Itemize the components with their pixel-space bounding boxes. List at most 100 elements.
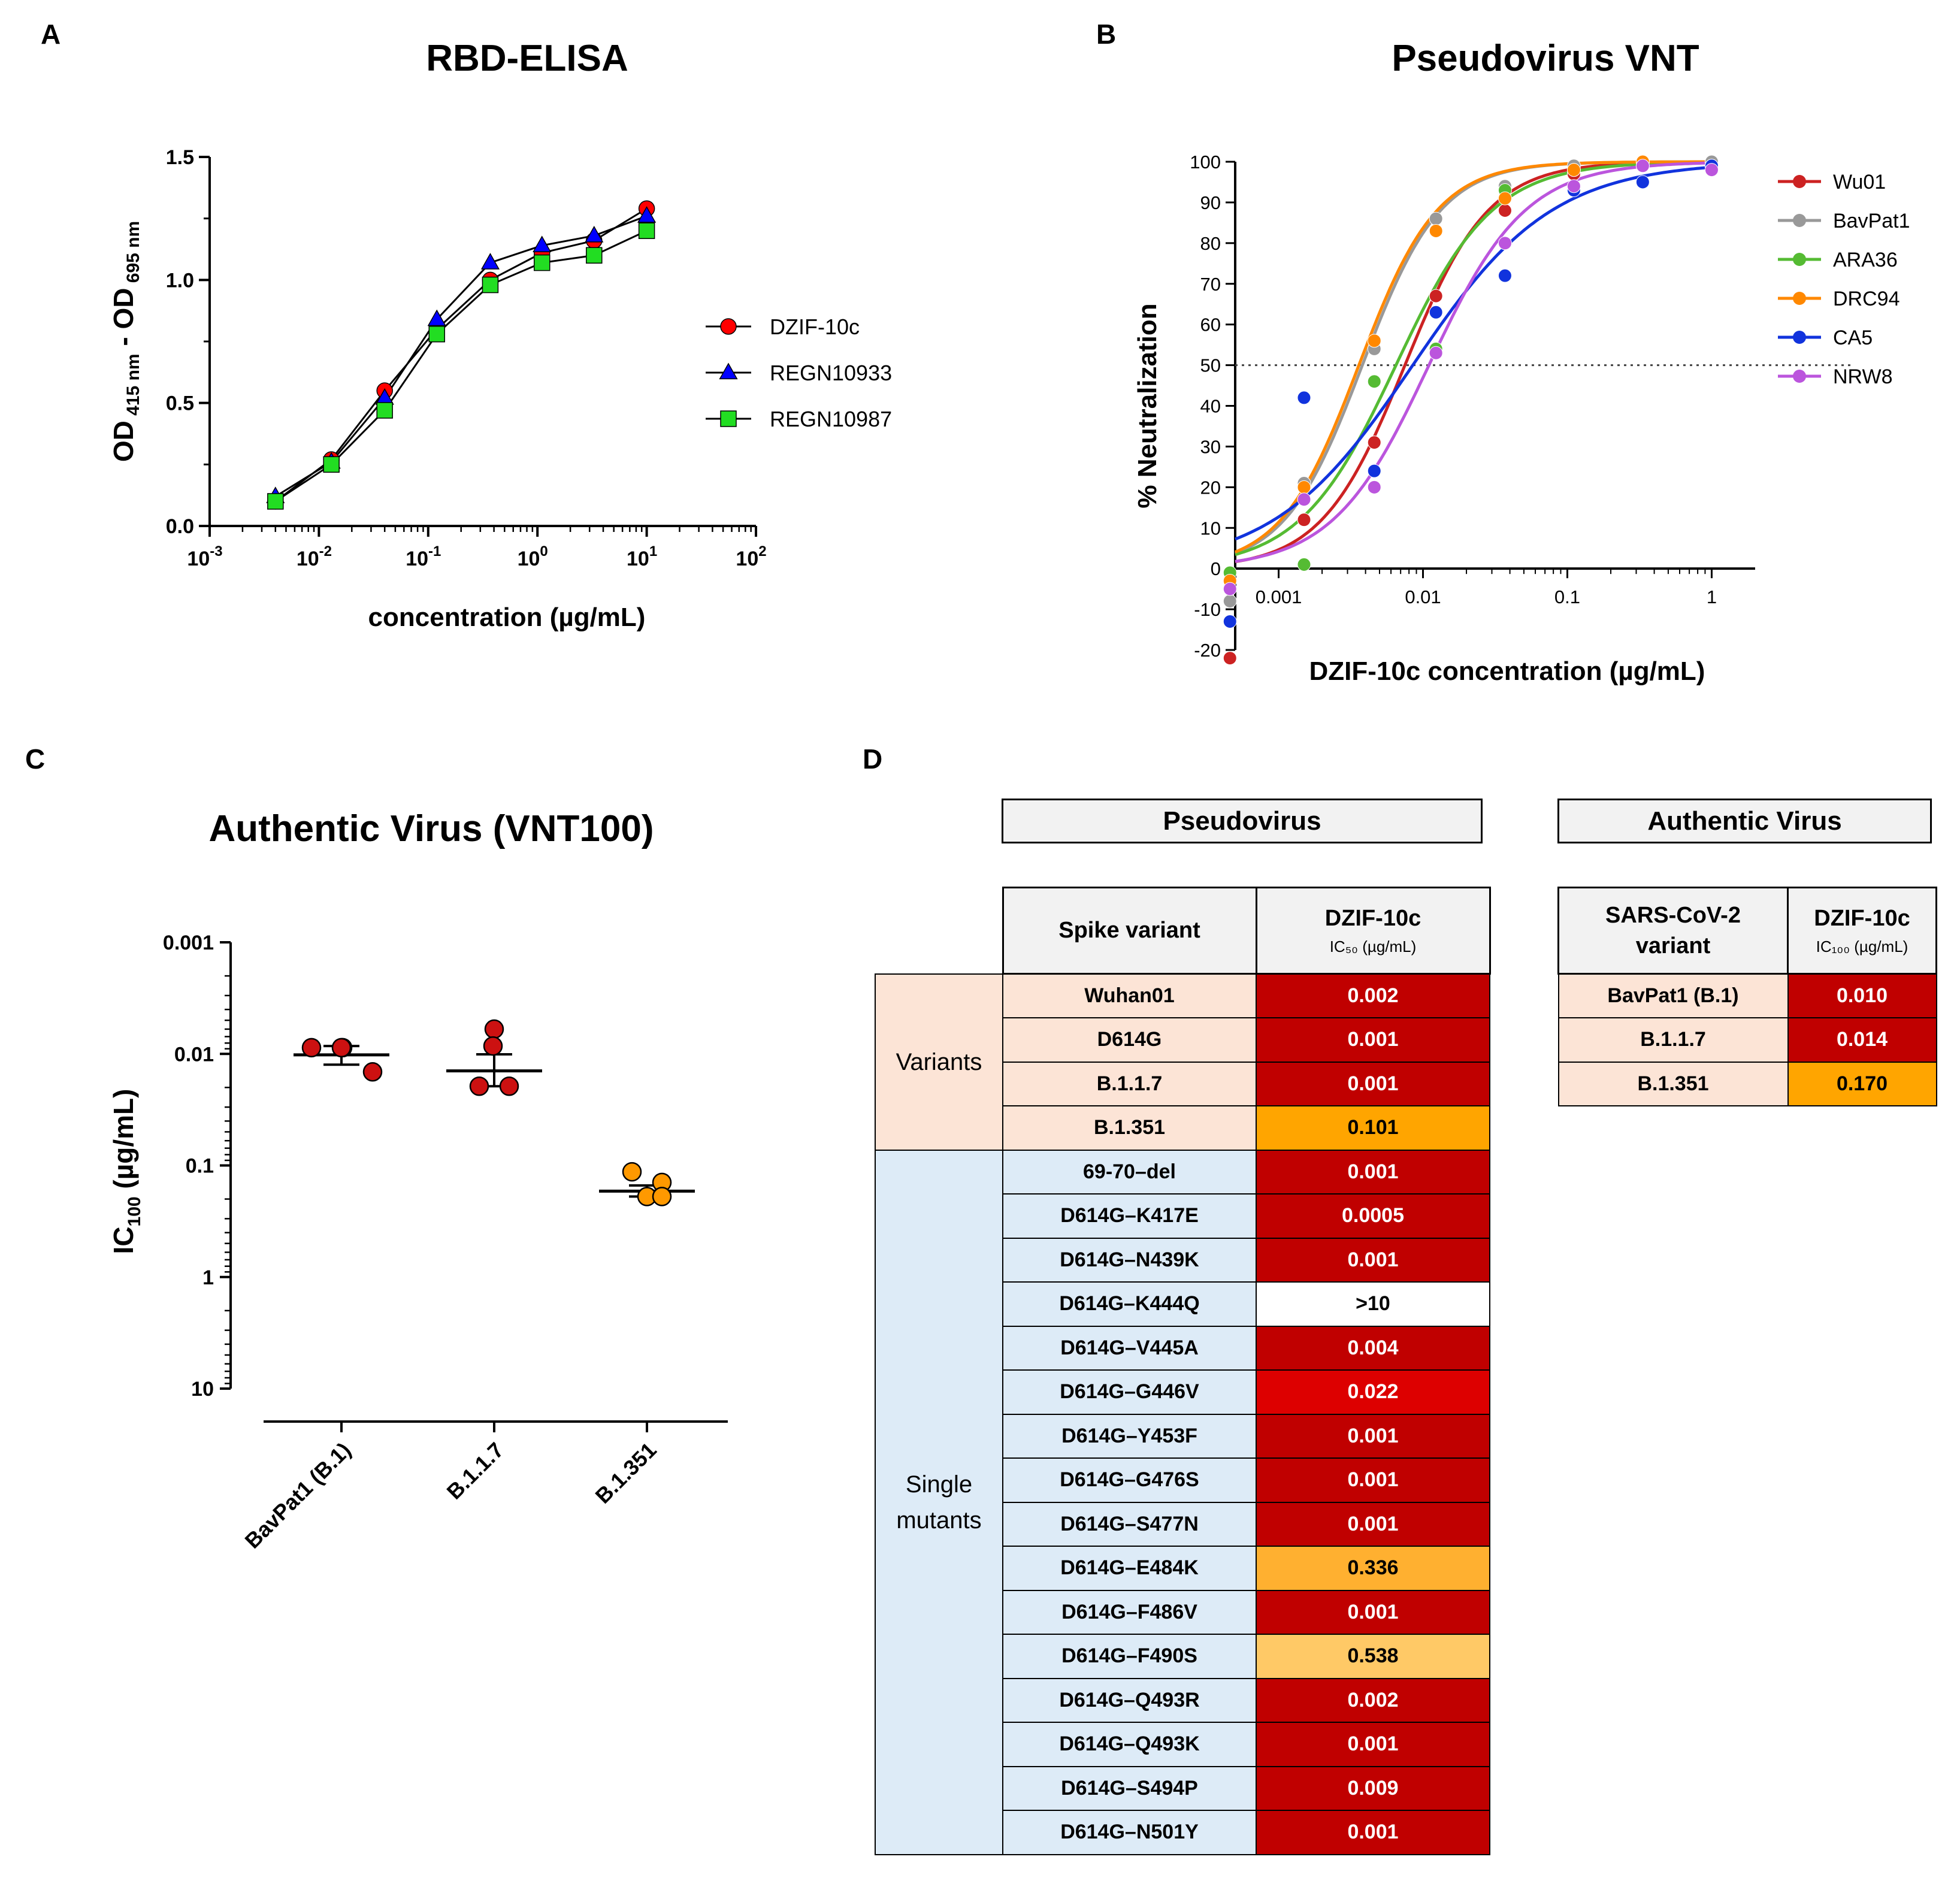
x-tick-label: BavPat1 (B.1) <box>240 1438 356 1553</box>
y-tick-label: 60 <box>1200 315 1221 335</box>
table-row: D614G–F490S 0.538 <box>875 1634 1490 1679</box>
ic50-value: 0.001 <box>1256 1413 1490 1459</box>
y-tick-label: 70 <box>1200 274 1221 295</box>
data-point-REGN10987 <box>267 493 284 510</box>
ic100-value: 0.010 <box>1787 973 1937 1018</box>
variant-name: D614G–K417E <box>1002 1193 1257 1239</box>
data-point-NRW8 <box>1498 236 1512 250</box>
x-tick-label: 0.1 <box>1554 586 1580 607</box>
ic50-value: 0.002 <box>1256 973 1490 1018</box>
variant-name: D614G–Q493K <box>1002 1722 1257 1767</box>
fit-curve-NRW8 <box>1235 161 1712 563</box>
data-point-REGN10987 <box>376 402 393 419</box>
data-point-BavPat1 <box>1429 211 1443 226</box>
table-row: D614G–F486V 0.001 <box>875 1589 1490 1635</box>
column-header-unit: IC₁₀₀ (µg/mL) <box>1816 937 1908 955</box>
data-point-Wu01 <box>1223 651 1237 666</box>
table-row: Single mutants 69-70–del 0.001 <box>875 1149 1490 1855</box>
x-axis-label: concentration (µg/mL) <box>368 603 646 632</box>
data-point-REGN10987 <box>482 276 499 294</box>
table-row: D614G–S477N 0.001 <box>875 1501 1490 1547</box>
series-line-DZIF-10c <box>274 207 648 503</box>
pseudovirus-table: Spike variant DZIF-10c IC₅₀ (µg/mL) Variant… <box>875 887 1491 1855</box>
ic50-value: 0.022 <box>1256 1369 1490 1415</box>
table-row: D614G–G476S 0.001 <box>875 1457 1490 1503</box>
x-tick-label: B.1.1.7 <box>442 1438 509 1504</box>
column-header-spike-variant: Spike variant <box>1002 887 1257 975</box>
y-tick-label: 10 <box>191 1378 214 1401</box>
table-row: D614G–N501Y 0.001 <box>875 1810 1490 1855</box>
x-tick-label: 10-2 <box>297 543 332 570</box>
legend-marker-BavPat1 <box>1793 214 1806 227</box>
y-axis-label: % Neutralization <box>1133 303 1162 508</box>
data-point-REGN10987 <box>586 247 603 264</box>
data-point-REGN10933 <box>480 253 500 270</box>
variant-name: D614G–N439K <box>1002 1237 1257 1283</box>
x-tick-label: 101 <box>627 543 657 570</box>
y-tick-label: 0.5 <box>166 392 194 415</box>
x-tick-label: 102 <box>736 543 766 570</box>
data-point-REGN10987 <box>638 222 655 239</box>
variant-name: D614G–V445A <box>1002 1325 1257 1371</box>
data-point-NRW8 <box>1297 492 1311 507</box>
data-point-BavPat1 <box>1223 594 1237 608</box>
y-tick-label: 20 <box>1200 477 1221 498</box>
panel-letter-b: B <box>1096 19 1117 50</box>
legend-label-REGN10933: REGN10933 <box>770 361 892 385</box>
data-point-NRW8 <box>1635 159 1650 173</box>
ic50-value: 0.001 <box>1256 1810 1490 1855</box>
legend-marker-ARA36 <box>1793 253 1806 266</box>
data-point-CA5 <box>1297 391 1311 405</box>
table-row: D614G–Q493R 0.002 <box>875 1677 1490 1723</box>
data-point-CA5 <box>1498 268 1512 283</box>
data-point-REGN10933 <box>533 235 552 252</box>
legend-marker-NRW8 <box>1793 370 1806 383</box>
ic50-value: 0.001 <box>1256 1237 1490 1283</box>
y-tick-label: 10 <box>1200 518 1221 539</box>
legend-label-NRW8: NRW8 <box>1833 365 1893 388</box>
y-tick-label: 30 <box>1200 436 1221 457</box>
panel-c-title: Authentic Virus (VNT100) <box>208 808 654 849</box>
panel-a-title: RBD-ELISA <box>426 38 628 79</box>
data-point-CA5 <box>1367 464 1381 478</box>
variant-name: D614G–F486V <box>1002 1589 1257 1635</box>
panel-a-chart: 0.0 0.5 1.0 1.5 10-3 10-2 10-1 100 101 102 concent… <box>108 146 892 632</box>
variant-name: D614G <box>1002 1017 1257 1063</box>
y-tick-label: 100 <box>1190 152 1221 173</box>
legend-label-REGN10987: REGN10987 <box>770 407 892 431</box>
column-header-dzif-10c: DZIF-10c IC₁₀₀ (µg/mL) <box>1787 887 1937 975</box>
group-label: Single mutants <box>875 1149 1003 1855</box>
y-tick-label: 80 <box>1200 233 1221 254</box>
table-row: D614G 0.001 <box>875 1017 1490 1063</box>
ic50-value: 0.002 <box>1256 1677 1490 1723</box>
legend-marker-DRC94 <box>1793 292 1806 305</box>
panel-b-title: Pseudovirus VNT <box>1392 38 1699 79</box>
x-tick-label: 0.01 <box>1405 586 1441 607</box>
column-header-variant: SARS-CoV-2 variant <box>1557 887 1789 975</box>
data-point-DRC94 <box>1297 480 1311 494</box>
y-tick-label: 1.0 <box>166 269 194 292</box>
ic50-value: 0.001 <box>1256 1149 1490 1195</box>
data-point-REGN10987 <box>323 456 340 473</box>
y-tick-label: 1 <box>202 1266 214 1289</box>
ic50-value: 0.538 <box>1256 1634 1490 1679</box>
y-axis-label: IC100 (µg/mL) <box>108 1089 144 1254</box>
ic50-value: 0.001 <box>1256 1589 1490 1635</box>
y-axis-label: OD 415 nm - OD 695 nm <box>108 221 143 462</box>
data-point-DRC94 <box>1429 223 1443 238</box>
panel-c-chart: 0.001 0.01 0.1 1 10 BavPat1 (B.1) B.1.1.7 B.1.3… <box>108 932 728 1553</box>
ic50-value: 0.004 <box>1256 1325 1490 1371</box>
data-point-DRC94 <box>1367 334 1381 348</box>
panel-letter-a: A <box>41 19 61 50</box>
variant-name: B.1.1.7 <box>1002 1061 1257 1106</box>
panel-letter-c: C <box>25 743 46 775</box>
table-row: BavPat1 (B.1) 0.010 <box>1557 973 1937 1018</box>
legend-label-DZIF-10c: DZIF-10c <box>770 315 860 339</box>
data-point-B.1.1.7 <box>484 1019 504 1039</box>
data-point-NRW8 <box>1704 163 1719 177</box>
table-row: D614G–Y453F 0.001 <box>875 1413 1490 1459</box>
variant-name: D614G–Q493R <box>1002 1677 1257 1723</box>
data-point-DRC94 <box>1498 191 1512 205</box>
legend-label-ARA36: ARA36 <box>1833 249 1898 271</box>
panel-letter-d: D <box>863 743 883 775</box>
